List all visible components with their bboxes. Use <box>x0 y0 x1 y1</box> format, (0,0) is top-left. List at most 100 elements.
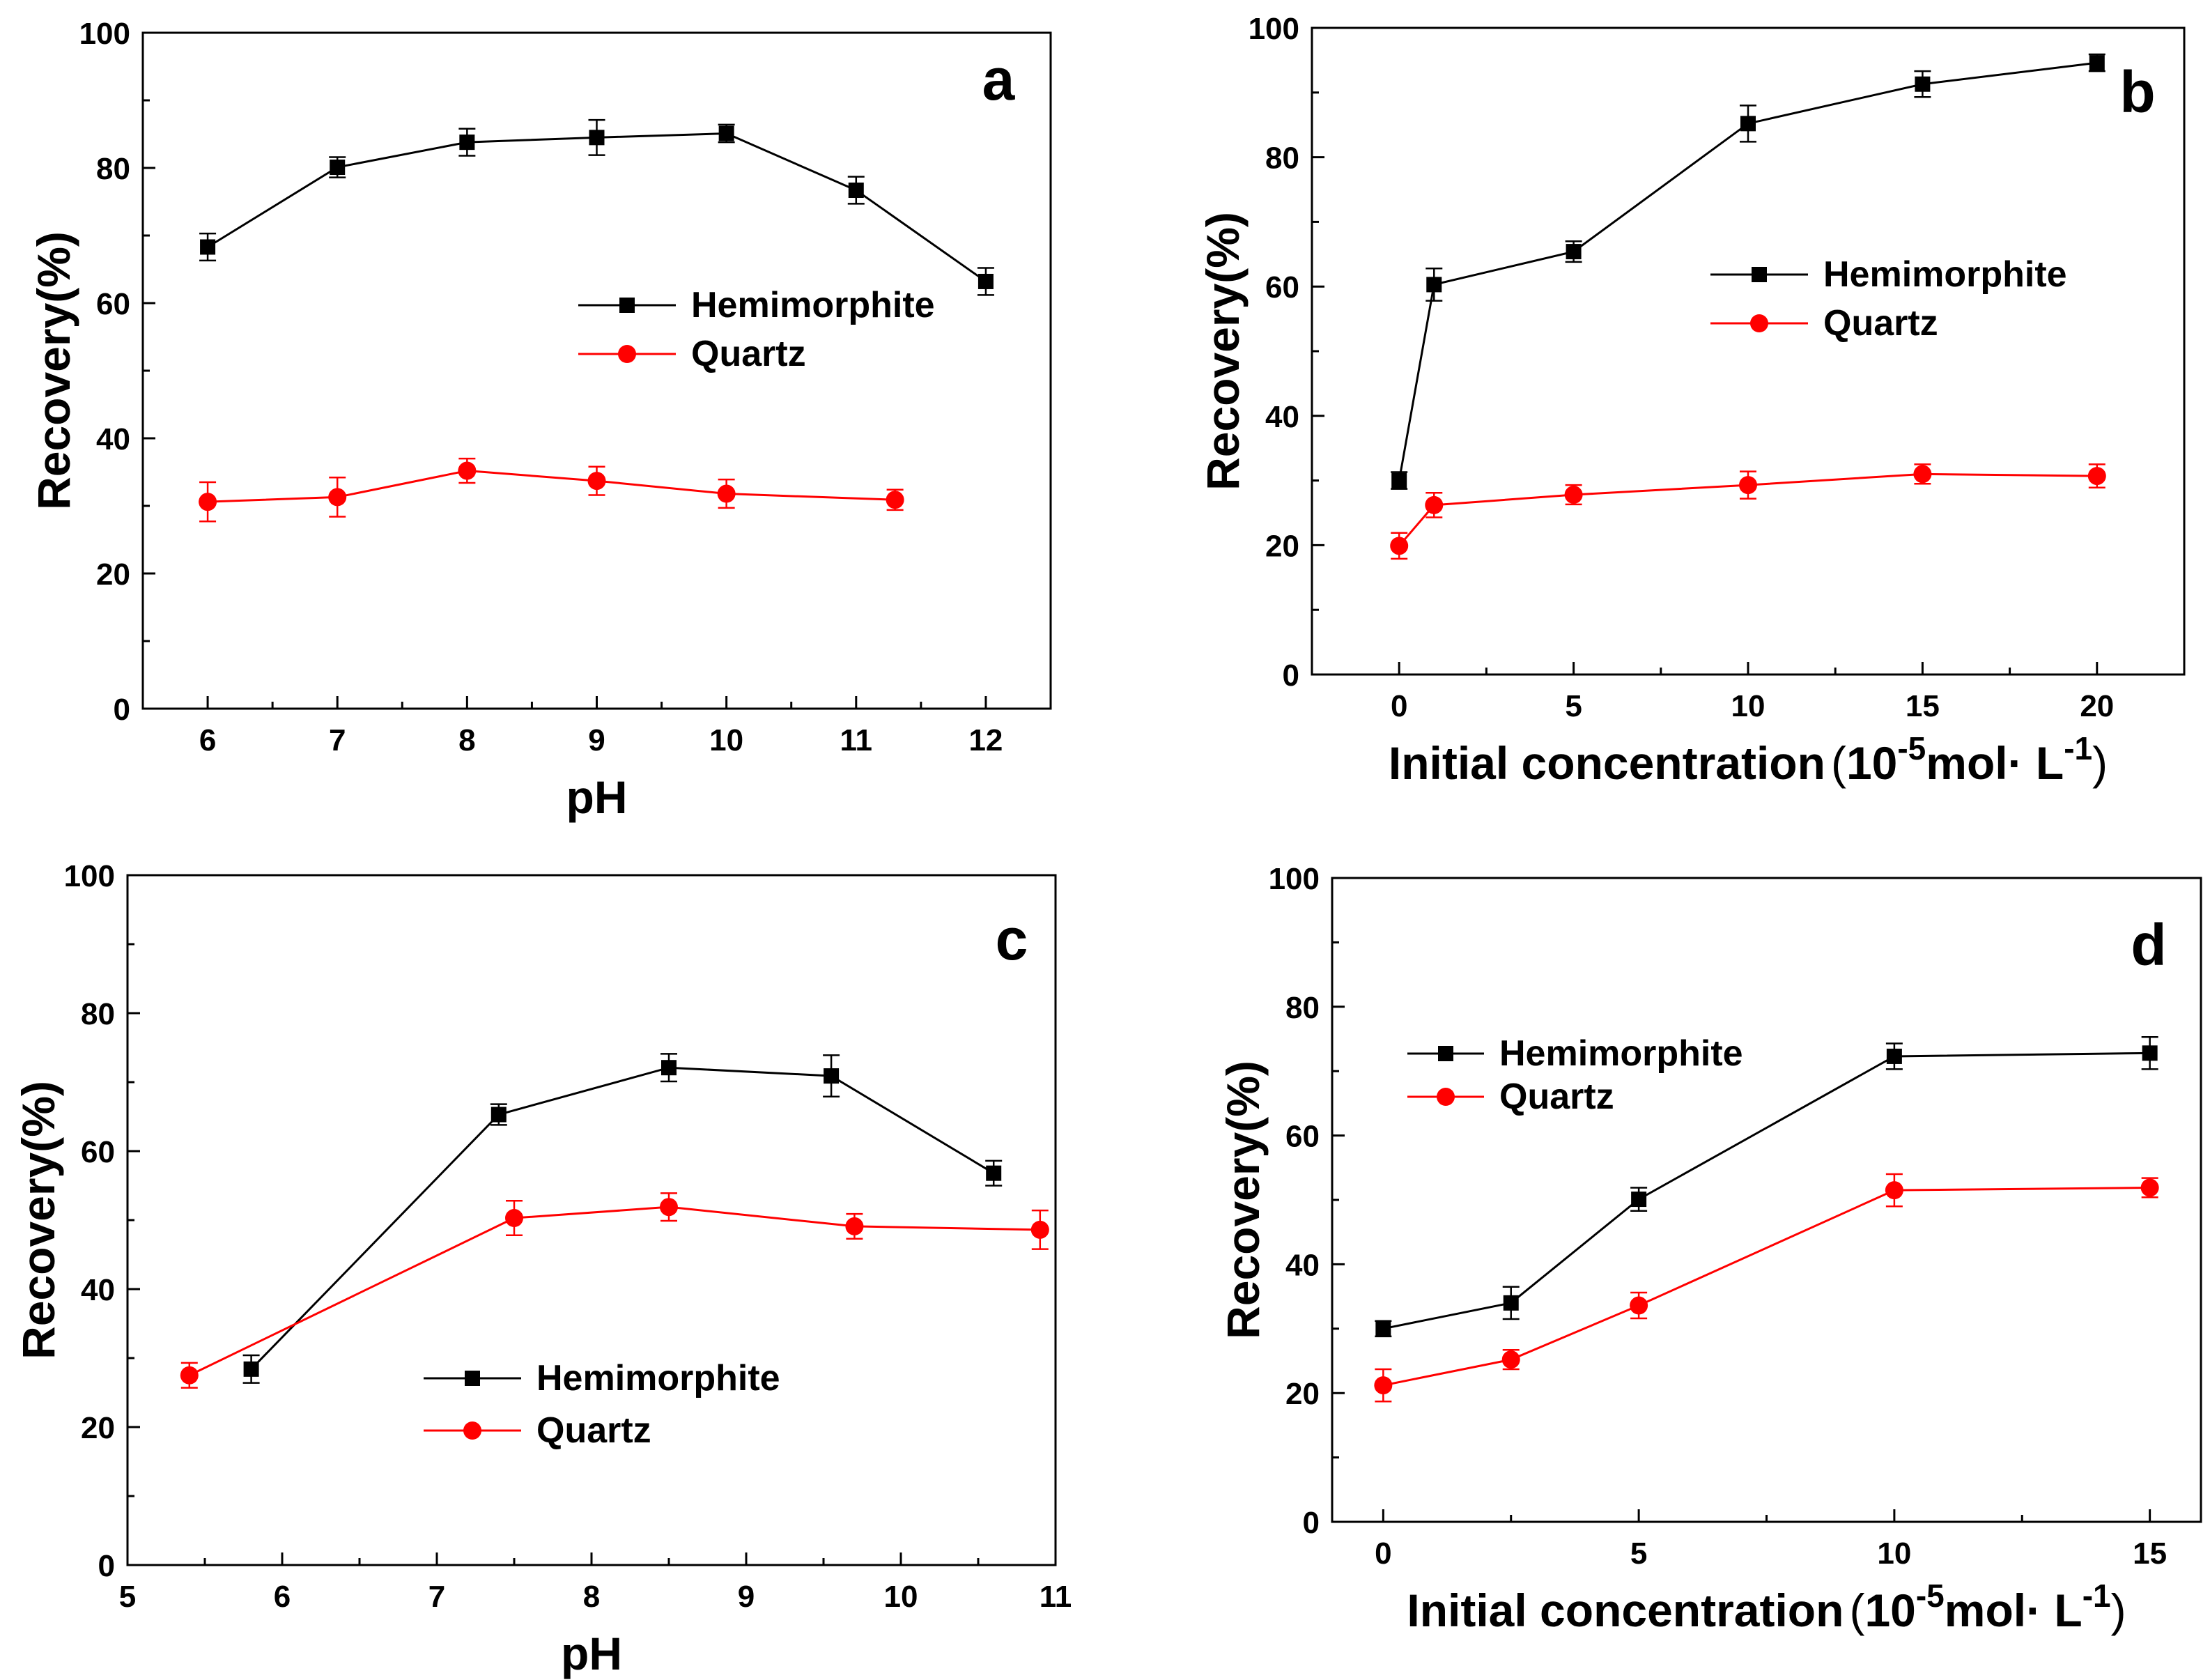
y-axis-label: Recovery(%) <box>1197 212 1249 491</box>
panel-letter: a <box>982 47 1016 112</box>
y-axis-label: Recovery(%) <box>28 231 79 510</box>
legend-marker-circle <box>1750 314 1768 332</box>
data-point-circle <box>505 1209 523 1228</box>
data-point-circle <box>845 1217 864 1235</box>
panel-letter: b <box>2119 59 2155 125</box>
panel-a: 0 20 40 60 80 100 6 7 8 9 10 11 12 Recovery(%) pH a Hemi… <box>28 17 1052 823</box>
data-point-square <box>1740 116 1756 132</box>
data-point-square <box>824 1068 840 1084</box>
y-tick-label: 0 <box>1303 1506 1320 1540</box>
x-axis-label-exp1: -5 <box>1916 1578 1945 1614</box>
panel-c: 0 20 40 60 80 100 5 6 7 8 9 10 11 Recovery(%) pH c Hemim… <box>13 859 1072 1679</box>
y-tick-label: 80 <box>81 997 115 1031</box>
data-point-square <box>848 183 864 199</box>
y-tick-label: 100 <box>1249 12 1299 46</box>
data-point-circle <box>180 1366 199 1385</box>
legend-label: Hemimorphite <box>1499 1033 1743 1074</box>
y-tick-label: 60 <box>1265 270 1299 305</box>
legend-label: Quartz <box>536 1410 651 1451</box>
legend-label: Quartz <box>691 334 806 374</box>
series-hemimorphite <box>242 1053 1003 1384</box>
data-point-circle <box>717 484 736 503</box>
y-tick-label: 20 <box>81 1411 115 1445</box>
data-point-circle <box>1390 537 1409 555</box>
x-axis-label: pH <box>566 771 628 823</box>
legend-marker-circle <box>463 1421 481 1440</box>
y-tick-label: 100 <box>64 859 115 893</box>
data-point-square <box>2089 55 2105 71</box>
data-point-square <box>1631 1192 1647 1208</box>
y-tick-label: 100 <box>1269 862 1320 896</box>
y-tick-label: 20 <box>96 557 130 592</box>
x-axis-label-exp2: -1 <box>2064 730 2092 766</box>
y-tick-label: 100 <box>79 17 130 51</box>
data-point-circle <box>1739 476 1757 495</box>
legend-label: Quartz <box>1823 303 1938 344</box>
x-tick-label: 20 <box>2080 689 2114 723</box>
y-tick-label: 40 <box>1265 400 1299 434</box>
x-tick-label: 5 <box>119 1580 136 1614</box>
x-tick-label: 5 <box>1565 689 1582 723</box>
x-tick-label: 6 <box>274 1580 291 1614</box>
plot-frame <box>126 874 1057 1566</box>
data-point-circle <box>1425 495 1444 514</box>
x-tick-label: 15 <box>2133 1536 2167 1571</box>
x-tick-label: 10 <box>709 723 743 757</box>
plot-frame <box>1331 877 2202 1523</box>
x-tick-label: 15 <box>1906 689 1940 723</box>
data-point-square <box>1391 472 1407 488</box>
panel-letter: d <box>2131 912 2166 978</box>
y-axis-label: Recovery(%) <box>13 1081 64 1359</box>
x-tick-label: 10 <box>1731 689 1765 723</box>
data-point-square <box>986 1165 1002 1181</box>
legend: Hemimorphite Quartz <box>1710 254 2067 344</box>
data-point-square <box>1915 76 1931 92</box>
data-point-circle <box>328 488 347 507</box>
legend-marker-square <box>1438 1046 1453 1061</box>
y-tick-label: 80 <box>1265 141 1299 176</box>
x-axis-label: pH <box>561 1628 622 1679</box>
x-axis-label-close: ) <box>2111 1585 2126 1636</box>
data-point-square <box>1426 277 1442 293</box>
series-line <box>1383 1051 2150 1330</box>
x-axis-label-open: ( <box>1849 1585 1864 1636</box>
y-tick-label: 20 <box>1285 1377 1320 1411</box>
x-tick-label: 8 <box>458 723 475 757</box>
data-point-circle <box>1564 486 1583 504</box>
y-tick-label: 20 <box>1265 529 1299 563</box>
x-axis-label-main: Initial concentration <box>1407 1585 1844 1636</box>
panel-d: 0 20 40 60 80 100 0 5 10 15 Recovery(%) Initial con… <box>1217 862 2202 1636</box>
data-point-square <box>978 273 994 289</box>
x-tick-label: 5 <box>1630 1536 1647 1571</box>
x-tick-label: 10 <box>1877 1536 1911 1571</box>
y-tick-label: 80 <box>1285 991 1320 1025</box>
data-point-circle <box>199 493 217 511</box>
series-line <box>208 470 895 503</box>
legend-label: Hemimorphite <box>536 1358 780 1398</box>
x-tick-label: 11 <box>840 723 873 757</box>
data-point-square <box>1503 1295 1519 1311</box>
legend-marker-circle <box>1437 1088 1455 1106</box>
data-point-circle <box>2087 467 2106 486</box>
x-axis-label-exp2: -1 <box>2082 1578 2111 1614</box>
legend-marker-square <box>465 1371 480 1386</box>
x-axis-label-main: pH <box>566 771 628 823</box>
x-tick-label: 8 <box>583 1580 600 1614</box>
y-tick-label: 0 <box>114 693 130 727</box>
x-tick-label: 0 <box>1375 1536 1391 1571</box>
y-tick-label: 0 <box>98 1549 115 1583</box>
data-point-square <box>1375 1320 1391 1336</box>
y-tick-label: 60 <box>81 1135 115 1169</box>
y-tick-label: 0 <box>1283 658 1299 693</box>
x-tick-label: 9 <box>738 1580 755 1614</box>
series-line <box>250 1066 994 1370</box>
data-point-circle <box>1913 465 1932 484</box>
series-quartz <box>180 1192 1049 1389</box>
series-quartz <box>1374 1173 2159 1403</box>
panel-b: 0 20 40 60 80 100 0 5 10 15 20 Recovery(%) Initial c… <box>1197 12 2186 789</box>
x-tick-label: 12 <box>968 723 1003 757</box>
legend: Hemimorphite Quartz <box>578 285 935 374</box>
legend: Hemimorphite Quartz <box>424 1358 780 1451</box>
data-point-square <box>589 130 605 146</box>
series-hemimorphite <box>199 118 994 296</box>
